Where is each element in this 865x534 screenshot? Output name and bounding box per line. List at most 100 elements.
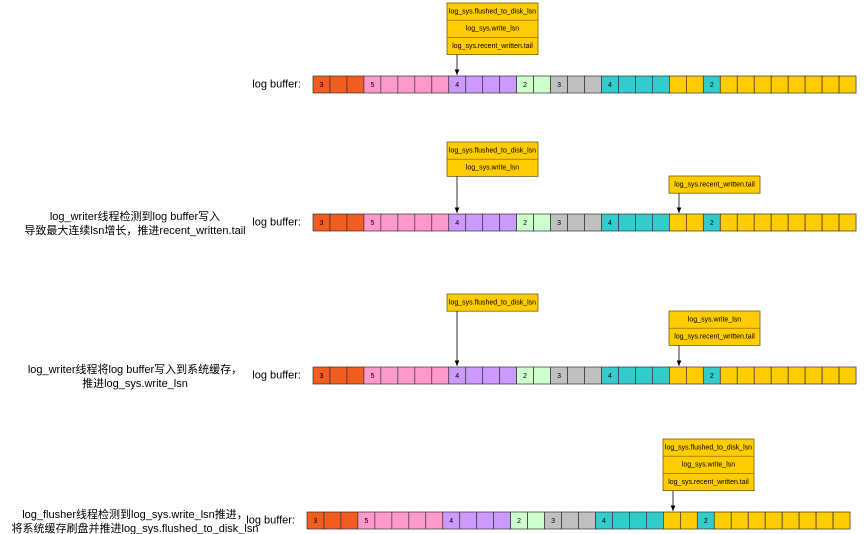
buffer-cell (798, 511, 817, 530)
buffer-cell (425, 511, 444, 530)
pointer-label: log_sys.write_lsn (466, 165, 519, 172)
buffer-cell (567, 366, 585, 385)
cell-label: 5 (364, 518, 368, 525)
buffer-cell (753, 366, 772, 385)
buffer-cell (770, 213, 789, 232)
buffer-cell (635, 366, 653, 385)
buffer-cell (499, 213, 517, 232)
cell-label: 3 (557, 373, 561, 380)
cell-label: 5 (370, 373, 374, 380)
cell-label: 2 (710, 220, 714, 227)
buffer-cell (838, 366, 857, 385)
buffer-cell (397, 213, 416, 232)
pointer-label: log_sys.recent_written.tail (674, 334, 755, 341)
buffer-cell (578, 511, 596, 530)
buffer-cell (719, 213, 738, 232)
buffer-cell (629, 511, 647, 530)
buffer-cell (584, 213, 602, 232)
cell-label: 4 (602, 518, 606, 525)
buffer-cell (663, 511, 681, 530)
caption-line: log_writer线程将log buffer写入到系统缓存， (28, 362, 242, 376)
buffer-cell (380, 75, 399, 94)
buffer-cell (753, 75, 772, 94)
pointer-box (446, 2, 539, 55)
buffer-label: log buffer: (246, 514, 295, 526)
buffer-cell (584, 366, 602, 385)
buffer-cell (431, 75, 450, 94)
buffer-cell (753, 213, 772, 232)
buffer-cell (374, 511, 393, 530)
buffer-cell (465, 213, 484, 232)
buffer-cell (397, 366, 416, 385)
buffer-cell (397, 75, 416, 94)
pointer-label: log_sys.recent_written.tail (452, 43, 533, 50)
buffer-cell (329, 366, 348, 385)
buffer-cell (561, 511, 579, 530)
buffer-cell (533, 366, 551, 385)
buffer-cell (329, 75, 348, 94)
pointer-label: log_sys.flushed_to_disk_lsn (449, 147, 536, 154)
pointer-box (662, 438, 755, 491)
buffer-cell (838, 75, 857, 94)
cell-label: 3 (320, 220, 324, 227)
buffer-cell (408, 511, 427, 530)
buffer-cell (787, 75, 806, 94)
cell-label: 2 (710, 373, 714, 380)
buffer-cell (804, 75, 823, 94)
buffer-cell (679, 511, 698, 530)
pointer-label: log_sys.flushed_to_disk_lsn (449, 299, 536, 306)
buffer-cell (787, 213, 806, 232)
buffer-cell (652, 213, 670, 232)
pointer-box (446, 293, 539, 312)
buffer-cell (713, 511, 732, 530)
cell-label: 2 (523, 220, 527, 227)
buffer-cell (747, 511, 766, 530)
buffer-cell (838, 213, 857, 232)
buffer-cell (465, 75, 484, 94)
pointer-label: log_sys.write_lsn (682, 462, 735, 469)
cell-label: 3 (557, 82, 561, 89)
buffer-cell (804, 366, 823, 385)
buffer-cell (499, 366, 517, 385)
buffer-cell (646, 511, 664, 530)
cell-label: 2 (704, 518, 708, 525)
cell-label: 4 (608, 82, 612, 89)
cell-label: 3 (320, 373, 324, 380)
caption-line: 将系统缓存刷盘并推进log_sys.flushed_to_disk_lsn (12, 521, 259, 534)
caption-line: 导致最大连续lsn增长，推进recent_written.tail (24, 223, 245, 237)
buffer-cell (346, 366, 365, 385)
buffer-cell (618, 366, 636, 385)
buffer-cell (635, 213, 653, 232)
buffer-cell (414, 75, 433, 94)
buffer-cell (832, 511, 851, 530)
cell-label: 3 (320, 82, 324, 89)
cell-label: 4 (608, 220, 612, 227)
buffer-cell (736, 75, 755, 94)
buffer-label: log buffer: (252, 216, 301, 228)
pointer-label: log_sys.write_lsn (466, 26, 519, 33)
buffer-cell (346, 213, 365, 232)
buffer-cell (482, 366, 501, 385)
buffer-label: log buffer: (252, 369, 301, 381)
buffer-cell (730, 511, 749, 530)
buffer-cell (719, 75, 738, 94)
buffer-cell (499, 75, 517, 94)
buffer-cell (719, 366, 738, 385)
cell-label: 2 (523, 82, 527, 89)
buffer-cell (618, 213, 636, 232)
buffer-cell (391, 511, 410, 530)
cell-label: 2 (523, 373, 527, 380)
pointer-label: log_sys.flushed_to_disk_lsn (449, 8, 536, 15)
buffer-cell (414, 213, 433, 232)
buffer-cell (329, 213, 348, 232)
buffer-cell (380, 213, 399, 232)
cell-label: 3 (551, 518, 555, 525)
buffer-cell (804, 213, 823, 232)
cell-label: 4 (455, 373, 459, 380)
buffer-cell (612, 511, 630, 530)
cell-label: 2 (517, 518, 521, 525)
buffer-cell (652, 366, 670, 385)
buffer-label: log buffer: (252, 78, 301, 90)
buffer-cell (323, 511, 342, 530)
buffer-cell (533, 75, 551, 94)
